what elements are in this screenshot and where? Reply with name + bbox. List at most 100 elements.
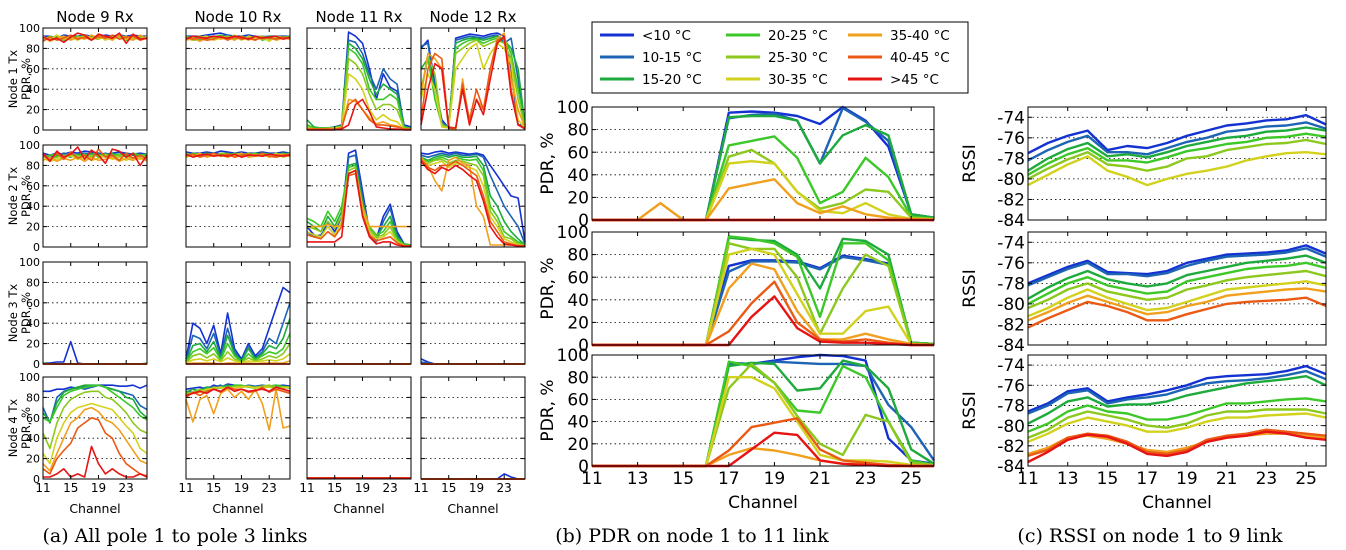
- y-tick-label: 40: [567, 166, 589, 186]
- series-line: [1027, 132, 1327, 176]
- x-tick-label: 23: [855, 469, 877, 489]
- captions: (a) All pole 1 to pole 3 links (b) PDR o…: [42, 525, 1283, 547]
- y-tick-label: 100: [557, 223, 589, 243]
- plot-frame: [420, 27, 526, 131]
- series-line: [420, 35, 526, 130]
- y-tick-label: 0: [33, 124, 40, 137]
- x-tick-label: 15: [206, 481, 221, 495]
- plot-frame: [420, 376, 526, 480]
- row-y-label: PDR, %: [19, 58, 33, 100]
- x-tick-label: 19: [355, 481, 370, 495]
- y-tick-label: 0: [33, 473, 40, 486]
- series-line: [1027, 375, 1327, 425]
- series-line: [42, 156, 148, 163]
- x-tick-label: 19: [1176, 469, 1198, 489]
- series-line: [42, 32, 148, 45]
- series-line: [1027, 369, 1327, 415]
- x-tick-label: 15: [327, 481, 342, 495]
- x-tick-label: 21: [1216, 469, 1238, 489]
- x-tick-label: 15: [441, 481, 456, 495]
- plot-frame: [42, 144, 148, 248]
- row-title: Node 1 Tx: [6, 50, 20, 109]
- y-tick-label: 100: [19, 371, 40, 384]
- y-tick-label: -82: [997, 437, 1025, 457]
- plot-frame: [306, 27, 412, 131]
- series-line: [420, 160, 525, 247]
- caption-b: (b) PDR on node 1 to 11 link: [555, 525, 829, 547]
- series-line: [1027, 296, 1327, 329]
- series-line: [592, 255, 935, 347]
- series-line: [185, 150, 291, 154]
- x-tick-label: 19: [764, 469, 786, 489]
- series-line: [1027, 150, 1327, 187]
- legend-label: 15-20 °C: [642, 72, 702, 88]
- y-tick-label: 100: [19, 256, 40, 269]
- series-line: [420, 158, 525, 247]
- series-line: [185, 153, 291, 158]
- y-tick-label: 40: [567, 291, 589, 311]
- series-line: [306, 42, 412, 129]
- y-tick-label: 60: [26, 412, 40, 425]
- legend-label: 25-30 °C: [768, 50, 828, 66]
- y-tick-label: 80: [26, 159, 40, 172]
- y-tick-label: -78: [997, 274, 1025, 294]
- series-line: [185, 386, 291, 397]
- x-tick-label: 25: [1295, 469, 1317, 489]
- y-tick-label: 0: [578, 336, 589, 356]
- series-line: [1027, 247, 1327, 287]
- series-line: [1027, 121, 1327, 162]
- y-tick-label: 20: [26, 221, 40, 234]
- series-line: [185, 388, 291, 431]
- series-line: [43, 340, 147, 365]
- x-tick-label: 23: [383, 481, 398, 495]
- series-line: [1027, 113, 1327, 155]
- x-tick-label: 11: [35, 481, 50, 495]
- legend-label: 35-40 °C: [890, 28, 950, 44]
- column-title: Node 11 Rx: [315, 8, 402, 26]
- legend-label: 40-45 °C: [890, 50, 950, 66]
- row-title: Node 4 Tx: [6, 399, 20, 458]
- series-line: [42, 416, 148, 477]
- y-tick-label: 60: [26, 180, 40, 193]
- y-axis-label: PDR, %: [538, 257, 558, 319]
- series-line: [420, 150, 526, 243]
- x-tick-label: 19: [234, 481, 249, 495]
- y-tick-label: 0: [33, 241, 40, 254]
- y-tick-label: -84: [997, 211, 1025, 231]
- y-tick-label: 80: [567, 368, 589, 388]
- series-line: [1027, 138, 1327, 180]
- plot-frame: [420, 261, 526, 365]
- y-tick-label: 40: [26, 83, 40, 96]
- y-tick-label: 0: [578, 457, 589, 477]
- y-tick-label: -76: [997, 376, 1025, 396]
- y-tick-label: 80: [567, 246, 589, 266]
- y-tick-label: -84: [997, 336, 1025, 356]
- series-line: [1027, 408, 1327, 439]
- series-line: [592, 135, 935, 222]
- y-tick-label: 60: [567, 391, 589, 411]
- caption-c: (c) RSSI on node 1 to 9 link: [1017, 525, 1283, 547]
- y-tick-label: -74: [997, 356, 1025, 376]
- plot-frame: [306, 261, 412, 365]
- x-tick-label: 15: [63, 481, 78, 495]
- y-tick-label: 60: [26, 297, 40, 310]
- plot-frame: [591, 106, 935, 221]
- y-tick-label: -78: [997, 397, 1025, 417]
- y-axis-label: PDR, %: [538, 132, 558, 194]
- series-line: [420, 152, 526, 245]
- y-tick-label: 0: [33, 358, 40, 371]
- plot-frame: [591, 354, 935, 467]
- legend-label: >45 °C: [890, 72, 939, 88]
- x-axis-label: Channel: [447, 501, 498, 516]
- plot-frame: [306, 376, 412, 480]
- x-tick-label: 15: [672, 469, 694, 489]
- y-tick-label: 20: [26, 453, 40, 466]
- x-axis-label: Channel: [1142, 493, 1212, 513]
- x-axis-label: Channel: [69, 501, 120, 516]
- plot-frame: [306, 144, 412, 248]
- y-tick-label: 100: [19, 139, 40, 152]
- y-axis-label: RSSI: [960, 391, 980, 429]
- plot-frame: [591, 231, 935, 346]
- x-tick-label: 19: [469, 481, 484, 495]
- series-line: [307, 169, 411, 247]
